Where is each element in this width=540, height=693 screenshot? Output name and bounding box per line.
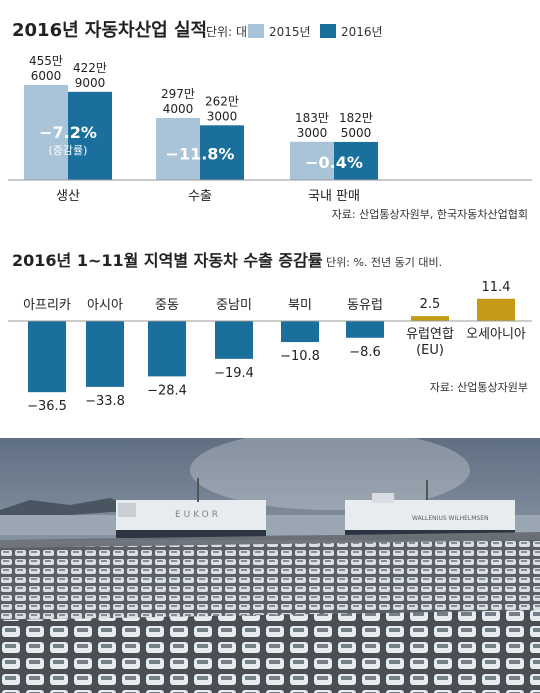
chart2-category-label: 동유럽 xyxy=(347,298,383,313)
chart2-category-label: (EU) xyxy=(416,343,444,358)
chart1-value-label: 6000 xyxy=(31,69,62,83)
legend-swatch-2015 xyxy=(248,24,264,38)
chart1-value-label: 3000 xyxy=(207,109,238,123)
chart1-category-label: 국내 판매 xyxy=(308,189,360,204)
chart2-category-label: 중남미 xyxy=(216,298,252,313)
chart2-value-label: 11.4 xyxy=(482,280,511,295)
chart2-category-label: 아프리카 xyxy=(23,298,71,313)
chart2-category-label: 오세아니아 xyxy=(466,327,526,342)
chart1-bar xyxy=(334,141,378,180)
chart1-value-label: 4000 xyxy=(163,102,194,116)
chart1-change-label: −0.4% xyxy=(305,153,363,172)
chart1-bar xyxy=(200,125,244,180)
chart1-value-label: 3000 xyxy=(297,126,328,140)
chart1-source: 자료: 산업통상자원부, 한국자동차산업협회 xyxy=(332,208,528,221)
chart2-value-label: 2.5 xyxy=(420,297,441,312)
chart2-bar xyxy=(477,298,515,321)
chart2-source: 자료: 산업통상자원부 xyxy=(430,381,528,394)
chart2-title: 2016년 1~11월 지역별 자동차 수출 증감률 xyxy=(12,251,323,270)
chart1-value-label: 5000 xyxy=(341,126,372,140)
chart1-value-label: 182만 xyxy=(339,111,373,125)
chart2-bar xyxy=(86,321,124,387)
legend-label-2015: 2015년 xyxy=(269,25,311,39)
chart1-value-label: 183만 xyxy=(295,111,329,125)
chart2-value-label: −33.8 xyxy=(85,394,125,409)
chart2-bar xyxy=(28,321,66,393)
chart2-bar xyxy=(148,321,186,377)
ship-right-label: WALLENIUS WILHELMSEN xyxy=(412,515,489,522)
chart2-value-label: −8.6 xyxy=(349,345,381,360)
chart1-bar xyxy=(68,91,112,180)
chart1-category-label: 생산 xyxy=(56,189,80,204)
chart1-change-sublabel: (증감률) xyxy=(49,144,88,157)
chart2-plot: −36.5 아프리카 −33.8 아시아 −28.4 중동 −19.4 중남미 −10.8 북미 −… xyxy=(23,280,526,414)
chart1-value-label: 455만 xyxy=(29,54,63,68)
chart2-value-label: −28.4 xyxy=(147,383,187,398)
chart1-value-label: 262만 xyxy=(205,94,239,108)
chart2-bar xyxy=(215,321,253,359)
chart2-unit: 단위: %. 전년 동기 대비. xyxy=(326,256,442,269)
chart1-unit: 단위: 대 xyxy=(206,25,247,39)
chart1-bar xyxy=(290,141,334,180)
chart2-bar xyxy=(281,321,319,343)
legend-label-2016: 2016년 xyxy=(341,25,383,39)
chart1-category-label: 수출 xyxy=(188,189,212,204)
chart1-title: 2016년 자동차산업 실적 xyxy=(12,20,207,41)
chart2-value-label: −19.4 xyxy=(214,366,254,381)
chart2-value-label: −10.8 xyxy=(280,349,320,364)
chart1-value-label: 422만 xyxy=(73,61,107,75)
chart2-category-label: 아시아 xyxy=(87,298,123,313)
ship-left-label: EUKOR xyxy=(175,510,221,520)
chart1-change-label: −11.8% xyxy=(166,145,235,164)
chart2-category-label: 중동 xyxy=(155,298,179,313)
chart1-value-label: 297만 xyxy=(161,87,195,101)
chart1-bar xyxy=(156,117,200,180)
chart1-value-label: 9000 xyxy=(75,76,106,90)
chart2-category-label: 북미 xyxy=(288,298,312,313)
legend-swatch-2016 xyxy=(320,24,336,38)
chart2-category-label: 유럽연합 xyxy=(406,327,454,342)
chart2-bar xyxy=(346,321,384,338)
chart2-bar xyxy=(411,316,449,321)
chart1-bar xyxy=(24,85,68,180)
car-export-port-photo-icon: EUKOR WALLENIUS WILHELMSEN xyxy=(0,430,540,693)
chart1-change-label: −7.2% xyxy=(39,123,97,142)
chart2-value-label: −36.5 xyxy=(27,399,67,414)
